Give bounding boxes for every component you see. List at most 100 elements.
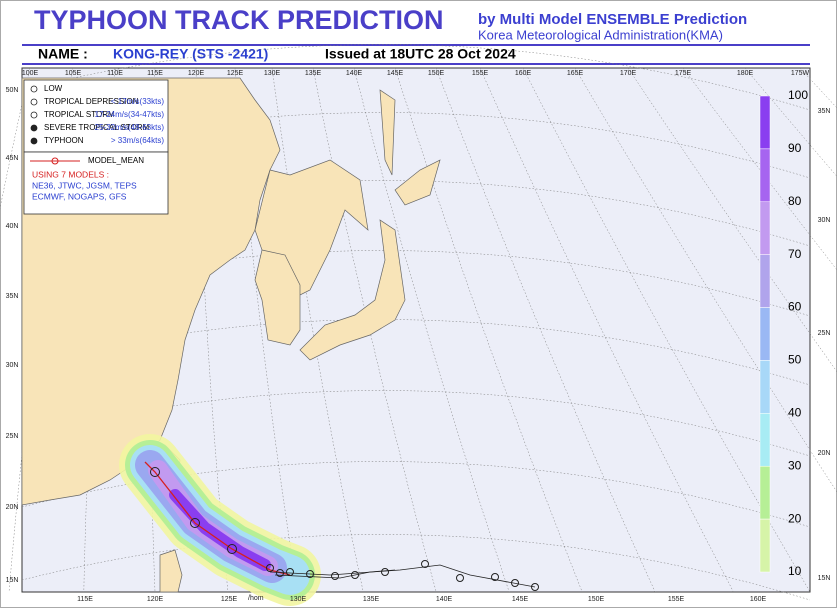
legend-symbol [30,137,38,145]
lon-label: 100E [22,70,39,77]
lon-label: 115E [77,596,93,603]
lon-label: 175E [675,70,692,77]
colorbar: 100 90 80 70 60 50 40 30 20 10 [759,88,808,578]
track-symbol [306,570,314,578]
lon-label: 140E [436,596,453,603]
track-symbol [351,571,359,579]
lat-label: 35N [818,108,831,115]
colorbar-label: 100 [788,88,808,102]
colorbar-segment [759,254,771,308]
track-symbol [190,518,200,528]
storm-name: KONG-REY (STS -2421) [113,46,268,62]
lat-label: 20N [6,504,19,511]
lon-label: 160E [515,70,532,77]
colorbar-segment [759,413,771,467]
track-symbol [421,560,429,568]
track-symbol [266,564,274,572]
track-symbol [150,467,160,477]
subtitle: by Multi Model ENSEMBLE Prediction [478,11,747,28]
colorbar-segment [759,307,771,361]
lat-label: 30N [6,362,19,369]
legend-label: TROPICAL STORM [44,110,115,119]
lat-label: 15N [6,577,19,584]
colorbar-segment [759,465,771,520]
meridian [149,67,156,593]
member-tracks [150,467,539,591]
track-symbol [381,568,389,576]
name-label: NAME : [38,46,88,62]
meridian [435,67,656,593]
lon-label: 160E [750,596,767,603]
colorbar-label: 40 [788,406,802,420]
parallel [21,44,811,111]
lon-label: 170E [620,70,637,77]
lon-label: 110E [107,70,123,77]
track-symbol [491,573,499,581]
agency: Korea Meteorological Administration(KMA) [478,27,723,42]
lon-label: 155E [668,596,685,603]
sakhalin [379,89,396,176]
colorbar-label: 70 [788,247,802,261]
track-symbol [531,583,539,591]
lon-label: 180E [737,70,754,77]
colorbar-segment [759,148,771,203]
parallel [21,534,811,601]
lat-label: 35N [6,293,19,300]
colorbar-segment [759,518,771,573]
lon-label: 150E [588,596,605,603]
track-symbol [456,574,464,582]
lon-label: 135E [363,596,380,603]
luzon [159,549,183,593]
legend-symbol [30,111,38,119]
legend-label: LOW [44,84,63,93]
lat-label: 45N [6,155,19,162]
meridian [0,67,31,210]
colorbar-segment [759,360,771,414]
lon-label: 125E [221,596,238,603]
legend: MODEL_MEAN USING 7 MODELS : NE36, JTWC, … [23,79,169,215]
lon-label: 145E [512,596,529,603]
lon-label: 150E [428,70,445,77]
colorbar-segment [759,95,771,150]
meridian [479,67,734,593]
colorbar-label: 60 [788,300,802,314]
meridian [234,67,298,593]
meridian [8,67,74,593]
models-title: USING 7 MODELS : [32,169,109,179]
track-symbol [286,568,294,576]
colorbar-label: 30 [788,458,802,472]
lon-label: 175W [791,70,810,77]
colorbar-label: 20 [788,511,802,525]
legend-model-mean: MODEL_MEAN [88,156,144,165]
model-mean-track [144,461,291,576]
lon-label: 135E [305,70,322,77]
models-line: ECMWF, NOGAPS, GFS [32,191,127,201]
lat-label: 50N [6,87,19,94]
legend-marker [51,157,59,165]
lon-label: 140E [346,70,363,77]
lon-label: 165E [567,70,584,77]
lon-label: 145E [387,70,404,77]
hokkaido [394,159,441,206]
track-symbol [227,544,237,554]
meridian [353,67,510,593]
legend-range: 17-24m/s(34-47kts) [95,110,165,119]
legend-range: 25-32m/s(48-63kts) [95,123,165,132]
lat-label: 25N [6,433,19,440]
lon-label: 105E [65,70,82,77]
meridian [312,67,437,593]
track-symbol [331,572,339,580]
title: TYPHOON TRACK PREDICTION [34,5,444,35]
lat-label: 15N [818,575,831,582]
colorbar-label: 10 [788,564,802,578]
lon-label: 130E [290,596,307,603]
track-symbol [511,579,519,587]
colorbar-label: 90 [788,141,802,155]
legend-symbol [30,98,38,106]
meridian [574,67,837,493]
meridian [271,67,364,593]
lat-label: 25N [818,330,831,337]
legend-symbol [30,85,38,93]
